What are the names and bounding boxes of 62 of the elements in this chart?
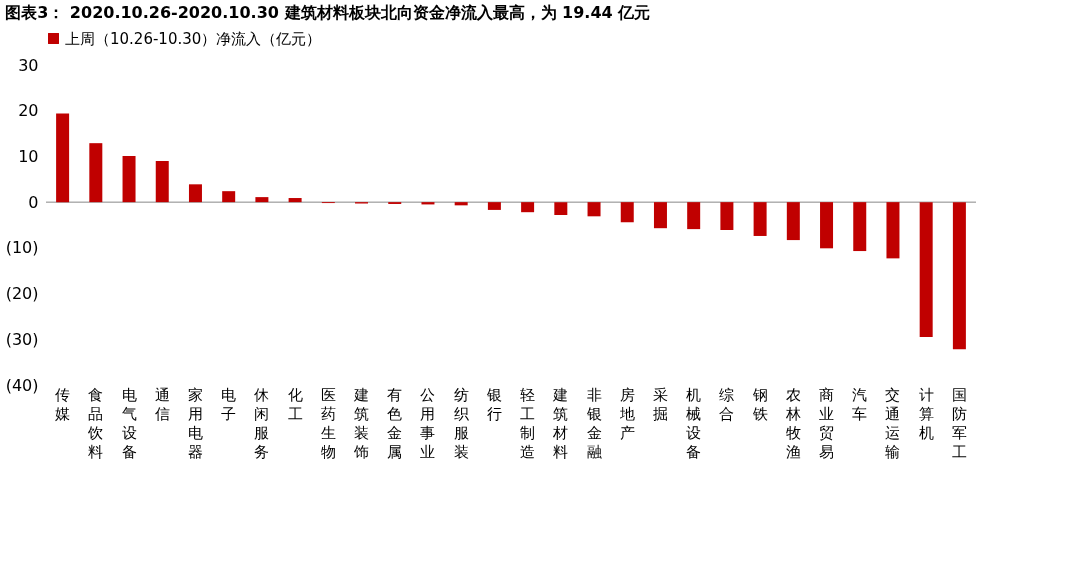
- bar: [687, 202, 701, 230]
- bar: [919, 202, 933, 337]
- bar: [155, 161, 169, 203]
- x-tick-label: 机械设备: [686, 385, 702, 461]
- x-tick-label: 银行: [485, 385, 502, 423]
- y-tick-label: (30): [5, 329, 39, 349]
- y-tick-label: 20: [18, 101, 39, 121]
- legend-label: 上周（10.26-10.30）净流入（亿元）: [65, 29, 322, 48]
- bar: [952, 202, 966, 350]
- bar: [188, 184, 202, 203]
- bar: [521, 202, 535, 213]
- bar: [620, 202, 634, 223]
- x-tick-label: 纺织服装: [453, 385, 469, 461]
- x-tick-label: 医药生物: [320, 385, 336, 461]
- x-tick-label: 化工: [287, 385, 303, 423]
- bar: [853, 202, 867, 252]
- x-tick-label: 非银金融: [585, 385, 602, 461]
- bar: [89, 143, 103, 203]
- x-tick-label: 有色金属: [387, 385, 403, 461]
- x-tick-label: 国防军工: [951, 385, 967, 461]
- x-tick-label: 电气设备: [121, 385, 137, 461]
- x-tick-label: 建筑装饰: [353, 385, 370, 461]
- bar: [886, 202, 900, 259]
- bar: [720, 202, 734, 231]
- x-tick-label: 钢铁: [751, 385, 768, 423]
- x-tick-label: 计算机: [918, 385, 934, 442]
- x-tick-label: 采掘: [652, 385, 668, 423]
- x-tick-label: 公用事业: [420, 385, 436, 461]
- bar: [288, 198, 302, 203]
- bar: [753, 202, 767, 236]
- x-tick-label: 交通运输: [885, 385, 901, 461]
- bar: [653, 202, 667, 229]
- bar: [587, 202, 601, 217]
- bar: [786, 202, 800, 241]
- x-tick-label: 传媒: [55, 385, 71, 423]
- x-tick-label: 食品饮料: [87, 385, 104, 461]
- x-tick-label: 电子: [221, 385, 237, 423]
- y-tick-label: 0: [28, 192, 39, 212]
- bar: [122, 155, 136, 203]
- x-tick-label: 房地产: [618, 385, 635, 442]
- y-tick-label: (20): [5, 284, 39, 304]
- bar: [487, 202, 501, 210]
- chart-title: 图表3： 2020.10.26-2020.10.30 建筑材料板块北向资金净流入最高，为 19.44 亿元: [5, 3, 651, 22]
- x-tick-label: 农林牧渔: [784, 385, 801, 461]
- x-tick-label: 建筑材料: [552, 385, 569, 461]
- y-tick-label: (10): [5, 238, 39, 258]
- x-tick-label: 轻工制造: [520, 385, 536, 461]
- x-tick-label: 家用电器: [187, 385, 203, 461]
- x-tick-label: 商业贸易: [819, 385, 835, 461]
- bar: [255, 197, 269, 203]
- x-tick-label: 休闲服务: [254, 385, 270, 461]
- x-tick-label: 综合: [719, 385, 735, 423]
- bar: [554, 202, 568, 215]
- y-tick-label: (40): [5, 375, 39, 395]
- bar: [454, 202, 468, 206]
- bar: [222, 191, 236, 203]
- y-tick-label: 10: [18, 146, 39, 166]
- x-tick-label: 通信: [154, 385, 170, 423]
- bar: [56, 113, 70, 203]
- x-tick-label: 汽车: [852, 385, 868, 423]
- y-tick-label: 30: [18, 55, 39, 75]
- bar: [820, 202, 834, 249]
